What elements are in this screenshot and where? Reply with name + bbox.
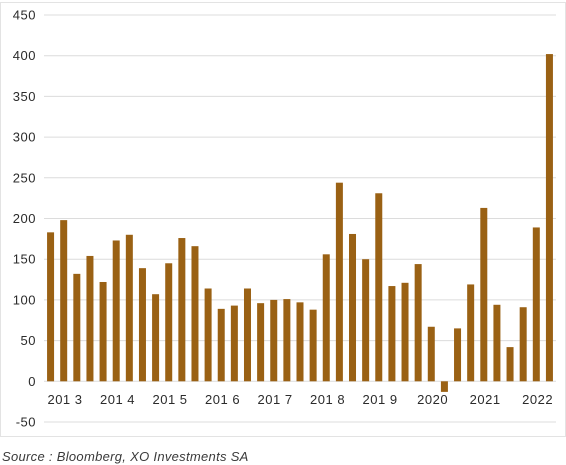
bar	[545, 54, 553, 382]
bar	[257, 303, 265, 382]
y-tick-label: 450	[13, 8, 36, 23]
bar	[60, 220, 68, 382]
bar	[86, 255, 94, 382]
bar	[440, 381, 448, 392]
bar	[217, 308, 225, 382]
bar	[112, 240, 120, 382]
x-tick-label: 201 8	[310, 392, 345, 407]
y-tick-label: 50	[21, 333, 36, 348]
bar	[125, 234, 133, 382]
bar	[388, 286, 396, 382]
y-tick-label: 0	[28, 374, 36, 389]
y-tick-label: 250	[13, 170, 36, 185]
bar	[532, 227, 540, 382]
bar	[296, 302, 304, 382]
bar	[204, 288, 212, 382]
x-tick-label: 201 4	[100, 392, 135, 407]
bar	[270, 299, 278, 382]
bar	[230, 305, 238, 382]
y-tick-label: 400	[13, 48, 36, 63]
x-tick-label: 201 6	[205, 392, 240, 407]
chart-svg: -50 0 50 100 150 200 250 300 350 400 450 201 3 201 4…	[0, 2, 566, 437]
bar	[414, 264, 422, 382]
bar	[493, 304, 501, 382]
x-tick-label: 201 3	[47, 392, 82, 407]
bar	[309, 309, 317, 382]
x-tick-label: 2022	[522, 392, 553, 407]
y-tick-label: 100	[13, 292, 36, 307]
bar	[467, 284, 475, 382]
y-tick-label: 300	[13, 130, 36, 145]
x-tick-label: 201 7	[258, 392, 293, 407]
bar	[283, 299, 291, 382]
bar	[152, 294, 160, 382]
x-tick-label: 2020	[417, 392, 448, 407]
bar-chart: -50 0 50 100 150 200 250 300 350 400 450 201 3 201 4…	[0, 2, 566, 437]
bar	[375, 193, 383, 382]
bar	[454, 328, 462, 382]
bar	[427, 326, 435, 382]
bar	[178, 238, 186, 382]
y-tick-label: -50	[16, 415, 36, 430]
bar	[480, 207, 488, 382]
x-tick-label: 2021	[470, 392, 501, 407]
bar	[322, 254, 330, 382]
y-tick-label: 150	[13, 252, 36, 267]
x-tick-label: 201 9	[363, 392, 398, 407]
bar	[519, 307, 527, 382]
bar	[349, 233, 357, 382]
bar	[243, 288, 251, 382]
bar	[362, 259, 370, 382]
bar	[506, 347, 514, 382]
bar	[401, 282, 409, 382]
bar	[191, 246, 199, 382]
bar	[138, 268, 146, 382]
bar	[47, 232, 55, 382]
source-note: Source : Bloomberg, XO Investments SA	[2, 449, 249, 464]
y-tick-label: 350	[13, 89, 36, 104]
bar	[73, 273, 81, 382]
y-tick-label: 200	[13, 211, 36, 226]
bar	[99, 281, 107, 382]
bar	[335, 182, 343, 382]
bar	[165, 263, 173, 382]
x-tick-label: 201 5	[153, 392, 188, 407]
